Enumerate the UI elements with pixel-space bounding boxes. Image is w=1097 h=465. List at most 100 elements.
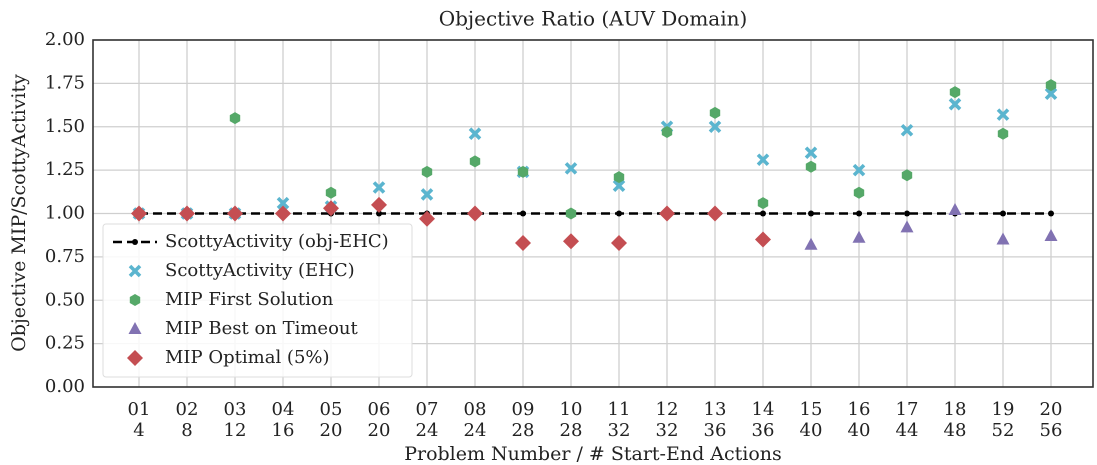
x-marker [708,120,722,134]
diamond-marker [659,205,675,222]
x-tick-label: 12 [656,399,679,420]
x-tick-label: 28 [560,420,583,441]
x-tick-label: 03 [224,399,247,420]
triangle-marker [900,220,914,233]
hexagon-marker [853,186,865,199]
legend-label: ScottyActivity (obj-EHC) [165,231,389,252]
hexagon-marker [325,186,337,199]
triangle-marker [128,322,142,334]
x-tick-label: 40 [800,420,823,441]
legend-label: MIP Best on Timeout [165,318,359,339]
point [904,210,910,217]
y-tick-label: 1.25 [45,159,85,180]
diamond-marker [707,205,723,222]
x-tick-label: 20 [320,420,343,441]
x-tick-label: 28 [512,420,535,441]
triangle-marker [948,203,962,216]
x-tick-label: 36 [704,420,727,441]
triangle-marker [852,230,866,243]
point [616,210,622,217]
point [376,210,382,217]
x-tick-label: 16 [848,399,871,420]
hexagon-marker [661,126,673,138]
legend-box [102,223,413,378]
x-tick-label: 07 [416,399,439,420]
hexagon-marker [129,294,141,306]
x-tick-label: 20 [1040,399,1063,420]
x-marker [276,196,290,210]
x-tick-label: 24 [464,420,487,441]
hexagon-marker [949,86,961,99]
x-tick-label: 52 [992,420,1015,441]
point [1000,210,1006,217]
x-marker [420,188,434,201]
point [808,210,814,217]
diamond-marker [127,350,143,366]
diamond-marker [515,234,531,251]
x-marker [900,123,914,137]
y-tick-label: 0.50 [45,289,85,310]
x-axis-label: Problem Number / # Start-End Actions [404,443,782,465]
point [132,239,138,245]
x-marker [756,153,770,166]
x-tick-label: 48 [944,420,967,441]
hexagon-marker [469,155,481,168]
x-tick-label: 44 [896,420,919,441]
y-axis-label: Objective MIP/ScottyActivity [8,74,30,352]
diamond-marker [179,205,195,222]
x-tick-label: 15 [800,399,823,420]
chart-title: Objective Ratio (AUV Domain) [439,7,748,31]
x-tick-label: 8 [181,420,192,441]
y-tick-label: 0.75 [45,246,85,267]
diamond-marker [227,205,243,222]
hexagon-marker [565,207,577,220]
x-marker [1044,87,1058,101]
x-tick-label: 10 [560,399,583,420]
x-marker [564,162,578,175]
x-tick-label: 24 [416,420,439,441]
hexagon-marker [997,127,1009,140]
diamond-marker [611,234,627,251]
x-marker [852,163,866,177]
legend-label: MIP First Solution [165,289,334,310]
diamond-marker [371,196,387,213]
x-tick-label: 14 [752,399,775,420]
hexagon-marker [805,160,817,173]
diamond-marker [323,200,339,217]
hexagon-marker [613,171,625,184]
legend-label: ScottyActivity (EHC) [165,260,355,281]
point [520,210,526,217]
diamond-marker [467,205,483,222]
hexagon-marker [1045,79,1057,92]
triangle-marker [1044,229,1058,242]
triangle-marker [804,237,818,250]
hexagon-marker [709,106,721,119]
x-tick-label: 12 [224,420,247,441]
hexagon-marker [229,112,241,125]
x-marker [372,181,386,194]
diamond-marker [275,205,291,222]
x-tick-label: 17 [896,399,919,420]
y-tick-label: 1.50 [45,116,85,137]
x-marker [948,97,962,111]
x-tick-label: 4 [133,420,144,441]
x-tick-label: 40 [848,420,871,441]
x-tick-label: 09 [512,399,535,420]
x-tick-label: 08 [464,399,487,420]
hexagon-marker [901,169,913,182]
hexagon-marker [421,165,433,178]
x-tick-label: 19 [992,399,1015,420]
x-tick-label: 16 [272,420,295,441]
triangle-marker [996,232,1010,245]
point [760,210,766,217]
hexagon-marker [757,197,769,210]
x-tick-label: 18 [944,399,967,420]
diamond-marker [131,205,147,222]
x-tick-label: 56 [1040,420,1063,441]
x-tick-label: 01 [128,399,151,420]
x-tick-label: 20 [368,420,391,441]
plot-frame [92,39,1094,388]
legend-label: MIP Optimal (5%) [165,347,330,368]
diamond-marker [419,210,435,227]
